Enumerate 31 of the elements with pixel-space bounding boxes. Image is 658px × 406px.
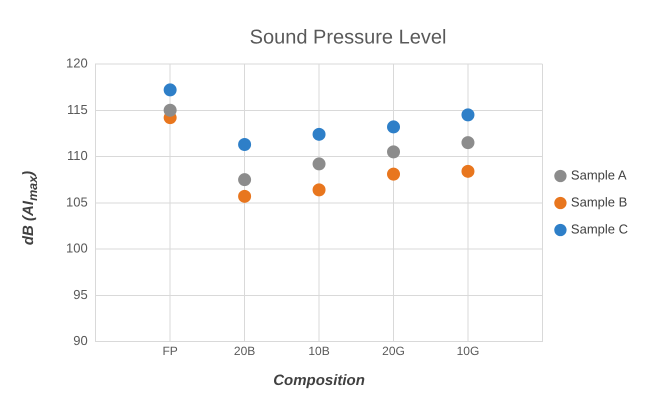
point	[461, 136, 474, 150]
y-tick-label: 110	[66, 148, 88, 164]
y-tick-label: 95	[73, 286, 88, 302]
x-tick-label: 10B	[308, 344, 330, 358]
legend-label: Sample A	[570, 168, 627, 183]
chart-title: Sound Pressure Level	[250, 26, 446, 49]
x-tick-label: FP	[162, 344, 178, 358]
legend-label: Sample C	[570, 222, 628, 237]
point	[461, 108, 474, 122]
y-tick-label: 100	[66, 240, 88, 256]
point	[238, 173, 252, 186]
point	[164, 83, 177, 96]
y-tick-label: 105	[66, 194, 88, 210]
y-tick-label: 120	[66, 56, 88, 71]
y-tick-label: 115	[66, 102, 88, 117]
point	[461, 164, 474, 178]
y-tick-label: 90	[73, 333, 88, 348]
point	[238, 190, 252, 203]
legend-label: Sample B	[570, 194, 628, 210]
x-tick-label: 20G	[382, 344, 405, 358]
point	[312, 183, 326, 196]
point	[312, 128, 326, 141]
point	[238, 138, 252, 152]
point	[387, 168, 400, 181]
x-tick-label: 20B	[234, 344, 256, 358]
point	[312, 157, 326, 170]
x-axis-title: Composition	[273, 372, 365, 390]
point	[164, 104, 177, 117]
point	[387, 120, 400, 134]
point	[387, 145, 400, 158]
x-tick-label: 10G	[456, 344, 480, 358]
